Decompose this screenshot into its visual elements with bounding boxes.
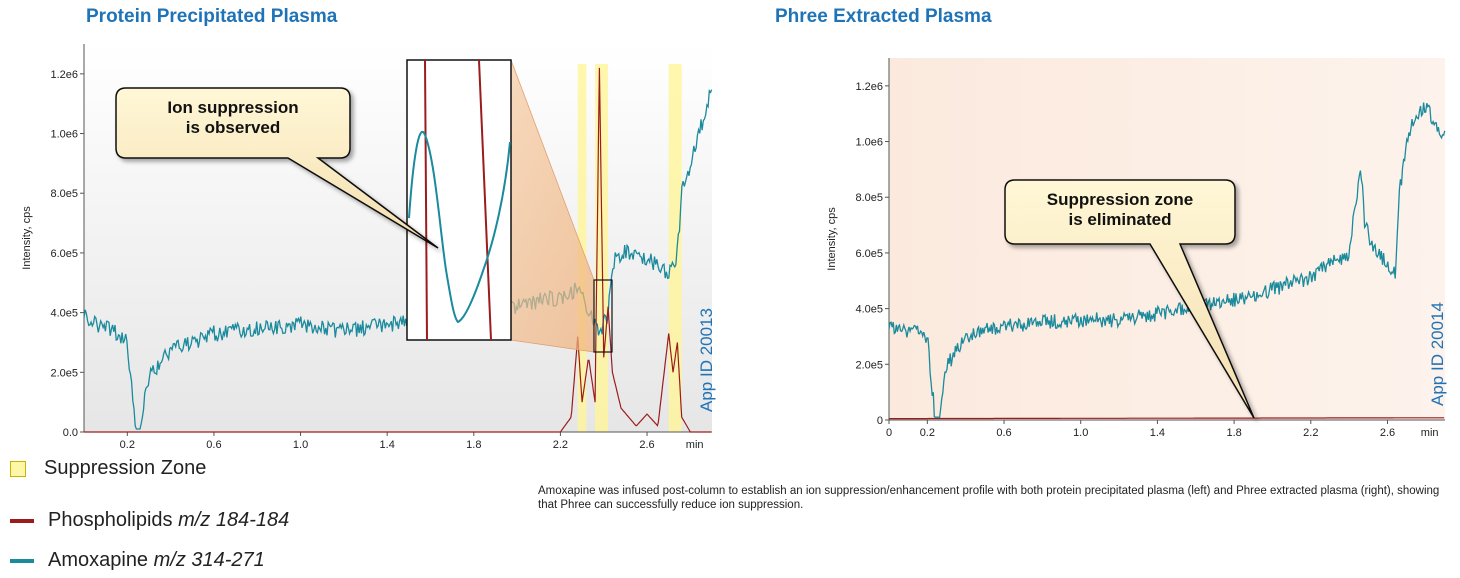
left-x-tick-label: 1.4	[380, 439, 395, 451]
left-y-tick-label: 1.2e6	[50, 69, 78, 81]
left-y-axis-label: Intensity, cps	[21, 206, 33, 270]
right-y-axis-label: Intensity, cps	[826, 207, 838, 271]
right-x-tick-label: 2.6	[1380, 427, 1395, 439]
right-y-tick-label: 0	[877, 415, 883, 427]
left-app-id-watermark: App ID 20013	[697, 308, 716, 412]
right-callout	[1004, 179, 1255, 419]
left-y-tick-label: 8.0e5	[50, 188, 78, 200]
legend-phospholipids-prefix: Phospholipids	[48, 509, 173, 531]
suppression-zone-swatch	[10, 460, 26, 477]
right-x-tick-label: 1.8	[1226, 427, 1241, 439]
right-y-tick-label: 1.0e6	[855, 137, 883, 149]
left-suppression-zone-2	[668, 64, 682, 432]
right-callout-bubble	[1004, 179, 1255, 419]
right-chart-title: Phree Extracted Plasma	[775, 6, 992, 27]
left-y-tick-label: 4.0e5	[50, 308, 78, 320]
right-callout-text: is eliminated	[1069, 210, 1172, 229]
left-callout-text: Ion suppression	[167, 98, 298, 117]
right-x-tick-label: 2.2	[1303, 427, 1318, 439]
left-zoom-phospholipids-line	[424, 59, 428, 341]
left-callout	[115, 87, 439, 249]
left-y-tick-label: 6.0e5	[50, 248, 78, 260]
right-y-tick-label: 4.0e5	[855, 304, 883, 316]
left-chart-title: Protein Precipitated Plasma	[86, 6, 338, 27]
right-x-tick-label: min	[1421, 427, 1439, 439]
right-x-tick-label: 0.6	[996, 427, 1011, 439]
left-zoom-amoxapine-line	[408, 131, 511, 324]
figure-caption: Amoxapine was infused post-column to est…	[538, 485, 1440, 511]
right-x-tick-label: 1.4	[1150, 427, 1165, 439]
right-x-tick-label: 1.0	[1073, 427, 1088, 439]
right-series-phospholipids-line	[889, 417, 1445, 420]
right-callout-text: Suppression zone	[1047, 190, 1193, 209]
right-x-tick-label: 0.2	[920, 427, 935, 439]
left-x-tick-label: 1.8	[466, 439, 481, 451]
left-x-tick-label: 2.2	[553, 439, 568, 451]
right-chart-group: 0 2.0e5 4.0e5 6.0e5 8.0e5 1.0e6 1.2e6 0 0.2 0.6 1.…	[826, 58, 1447, 439]
left-x-tick-label: 1.0	[293, 439, 308, 451]
left-callout-text: is observed	[186, 118, 281, 137]
right-y-tick-label: 1.2e6	[855, 81, 883, 93]
left-zoom-phospholipids-line	[478, 59, 492, 341]
right-y-tick-label: 2.0e5	[855, 359, 883, 371]
legend-phospholipids: Phospholipids m/z 184-184	[10, 509, 289, 532]
legend-phospholipids-mz: m/z 184-184	[178, 509, 290, 531]
left-y-tick-label: 0.0	[63, 427, 78, 439]
left-x-tick-label: 0.2	[120, 439, 135, 451]
left-x-tick-label: 2.6	[639, 439, 654, 451]
legend-suppression-zone: Suppression Zone	[10, 457, 206, 480]
left-callout-bubble	[115, 87, 439, 249]
right-y-tick-label: 6.0e5	[855, 248, 883, 260]
phospholipids-swatch	[10, 518, 34, 523]
right-app-id-watermark: App ID 20014	[1428, 302, 1447, 406]
left-y-tick-label: 2.0e5	[50, 367, 78, 379]
left-zoom-source-box	[593, 279, 613, 353]
left-x-tick-label: min	[686, 439, 704, 451]
amoxapine-swatch	[10, 558, 34, 563]
right-y-tick-label: 8.0e5	[855, 192, 883, 204]
right-series-amoxapine-line	[888, 102, 1446, 419]
left-series-phospholipids-line	[84, 67, 712, 433]
left-y-tick-label: 1.0e6	[50, 129, 78, 141]
left-x-tick-label: 0.6	[206, 439, 221, 451]
legend-amoxapine: Amoxapine m/z 314-271	[10, 549, 265, 572]
left-zoom-inset-frame	[406, 59, 512, 341]
right-x-tick-label: 0	[886, 427, 892, 439]
legend-amoxapine-prefix: Amoxapine	[48, 549, 149, 571]
legend-amoxapine-mz: m/z 314-271	[153, 549, 265, 571]
legend-suppression-label: Suppression Zone	[44, 457, 207, 479]
